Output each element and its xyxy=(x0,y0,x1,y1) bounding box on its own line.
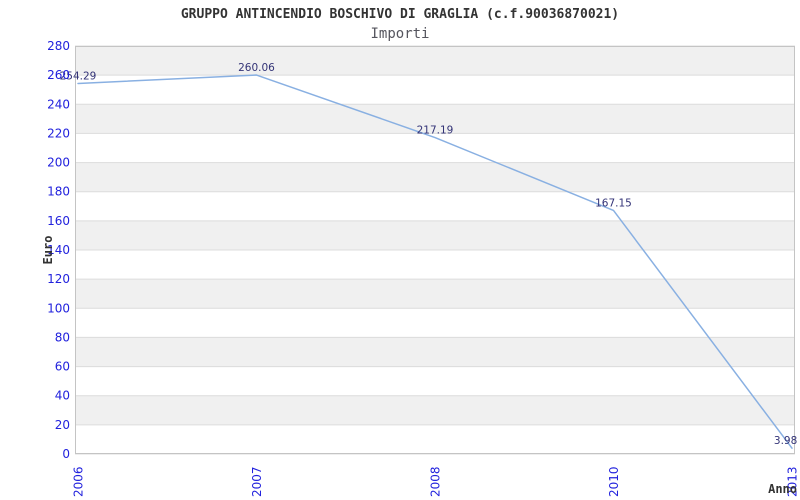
y-axis-title: Euro xyxy=(41,236,55,265)
plot-border xyxy=(75,46,795,454)
plot-band xyxy=(75,366,795,396)
plot-band xyxy=(75,162,795,192)
y-tick-label: 240 xyxy=(47,97,70,111)
y-tick-label: 200 xyxy=(47,156,70,170)
y-tick-label: 260 xyxy=(47,68,70,82)
y-tick-label: 0 xyxy=(62,447,70,461)
y-tick-label: 180 xyxy=(47,185,70,199)
y-tick-label: 20 xyxy=(55,418,70,432)
x-tick-label: 2006 xyxy=(72,466,86,497)
y-tick-label: 140 xyxy=(47,243,70,257)
y-tick-label: 80 xyxy=(55,330,70,344)
plot-band xyxy=(75,424,795,454)
point-value-label: 260.06 xyxy=(238,62,275,74)
plot-band xyxy=(75,395,795,425)
plot-band xyxy=(75,75,795,105)
y-tick-label: 220 xyxy=(47,126,70,140)
point-value-label: 217.19 xyxy=(417,125,454,137)
plot-band xyxy=(75,46,795,76)
x-tick-label: 2008 xyxy=(429,466,443,497)
y-tick-label: 40 xyxy=(55,389,70,403)
x-tick-label: 2007 xyxy=(250,466,264,497)
y-tick-label: 120 xyxy=(47,272,70,286)
plot-band xyxy=(75,250,795,280)
plot-band xyxy=(75,308,795,338)
point-value-label: 254.29 xyxy=(60,70,97,82)
chart-title: GRUPPO ANTINCENDIO BOSCHIVO DI GRAGLIA (… xyxy=(180,7,620,22)
y-tick-label: 160 xyxy=(47,214,70,228)
chart-subtitle: Importi xyxy=(370,26,430,42)
x-tick-label: 2010 xyxy=(607,466,621,497)
y-tick-label: 280 xyxy=(47,39,70,53)
x-axis-title: Anno xyxy=(768,482,797,496)
plot-band xyxy=(75,279,795,309)
plot-band xyxy=(75,191,795,221)
point-value-label: 3.98 xyxy=(774,435,797,447)
point-value-label: 167.15 xyxy=(595,197,632,209)
y-tick-label: 100 xyxy=(47,301,70,315)
data-line-importi xyxy=(77,74,793,449)
x-tick-label: 2013 xyxy=(786,466,800,497)
plot-band xyxy=(75,337,795,367)
plot-band xyxy=(75,104,795,134)
plot-band xyxy=(75,220,795,250)
y-tick-label: 60 xyxy=(55,360,70,374)
